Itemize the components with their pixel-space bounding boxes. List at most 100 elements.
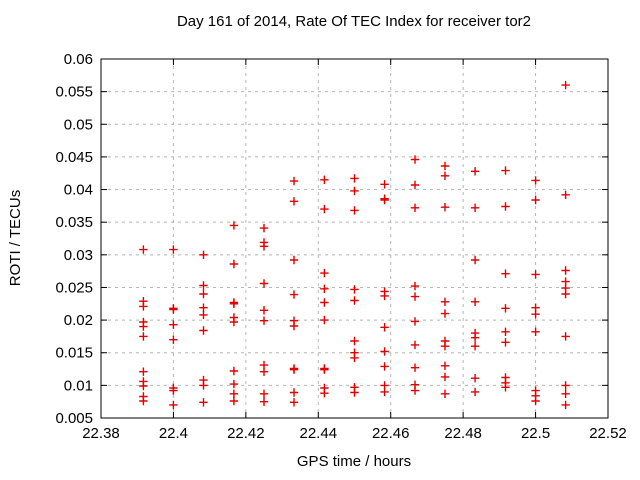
data-point-marker bbox=[531, 327, 540, 336]
data-point-marker bbox=[139, 381, 148, 391]
data-point-marker bbox=[531, 176, 540, 185]
data-point-marker bbox=[169, 320, 178, 329]
data-point-marker bbox=[169, 386, 178, 395]
data-point-marker bbox=[350, 353, 359, 363]
data-point-marker bbox=[139, 302, 148, 311]
y-tick-label: 0.04 bbox=[64, 182, 93, 199]
data-point-marker bbox=[259, 389, 269, 398]
data-point-marker bbox=[440, 361, 450, 370]
data-point-marker bbox=[561, 389, 570, 398]
data-point-marker bbox=[320, 204, 329, 214]
data-point-marker bbox=[320, 298, 329, 307]
data-point-marker bbox=[531, 195, 540, 205]
data-point-marker bbox=[199, 303, 208, 312]
data-point-marker bbox=[320, 268, 329, 278]
y-tick-label: 0.005 bbox=[55, 410, 93, 427]
data-point-marker bbox=[199, 289, 208, 299]
y-tick-label: 0.02 bbox=[64, 312, 93, 329]
data-point-marker bbox=[199, 310, 208, 320]
data-point-marker bbox=[139, 367, 148, 376]
y-tick-label: 0.05 bbox=[64, 116, 93, 133]
label-layer: Day 161 of 2014, Rate Of TEC Index for r… bbox=[7, 13, 627, 470]
data-point-marker bbox=[229, 317, 239, 327]
data-point-marker bbox=[229, 366, 239, 376]
x-tick-label: 22.42 bbox=[227, 425, 265, 442]
data-point-marker bbox=[380, 323, 389, 332]
data-point-marker bbox=[350, 285, 359, 294]
data-point-marker bbox=[531, 396, 540, 406]
data-point-marker bbox=[229, 259, 239, 269]
data-point-marker bbox=[259, 316, 269, 325]
data-point-marker bbox=[380, 387, 389, 397]
data-point-marker bbox=[440, 342, 450, 351]
y-tick-label: 0.045 bbox=[55, 149, 93, 166]
y-tick-label: 0.015 bbox=[55, 345, 93, 362]
data-point-marker bbox=[259, 242, 269, 251]
data-point-marker bbox=[410, 340, 420, 350]
data-point-marker bbox=[410, 281, 420, 291]
data-point-marker bbox=[380, 180, 389, 189]
x-tick-label: 22.44 bbox=[300, 425, 338, 442]
data-point-marker bbox=[470, 374, 480, 383]
data-point-marker bbox=[440, 203, 450, 212]
y-tick-label: 0.06 bbox=[64, 51, 93, 68]
data-point-marker bbox=[410, 180, 420, 190]
data-point-marker bbox=[470, 167, 480, 176]
y-tick-label: 0.025 bbox=[55, 279, 93, 296]
y-tick-label: 0.03 bbox=[64, 247, 93, 264]
y-tick-label: 0.055 bbox=[55, 84, 93, 101]
data-point-marker bbox=[410, 292, 420, 301]
y-axis-label: ROTI / TECUs bbox=[7, 190, 24, 286]
data-point-marker bbox=[440, 309, 450, 318]
data-point-marker bbox=[289, 290, 299, 299]
data-point-marker bbox=[229, 396, 239, 406]
data-point-marker bbox=[470, 387, 480, 397]
x-tick-label: 22.4 bbox=[159, 425, 188, 442]
data-point-marker bbox=[410, 317, 420, 326]
data-point-marker bbox=[561, 289, 570, 299]
data-point-marker bbox=[320, 389, 329, 398]
data-point-marker bbox=[259, 306, 269, 315]
data-point-marker bbox=[470, 333, 480, 342]
grid-layer bbox=[101, 59, 608, 418]
x-tick-label: 22.46 bbox=[372, 425, 410, 442]
data-point-marker bbox=[440, 372, 450, 382]
data-point-marker bbox=[320, 284, 329, 293]
data-point-marker bbox=[410, 363, 420, 372]
data-point-marker bbox=[440, 389, 450, 398]
data-point-marker bbox=[561, 381, 570, 390]
data-point-marker bbox=[169, 245, 178, 254]
data-point-marker bbox=[501, 304, 510, 313]
data-point-marker bbox=[169, 335, 178, 344]
data-point-marker bbox=[320, 175, 329, 184]
data-point-marker bbox=[350, 336, 359, 346]
data-point-marker bbox=[561, 266, 570, 275]
y-tick-label: 0.035 bbox=[55, 214, 93, 231]
data-point-marker bbox=[410, 203, 420, 212]
plot-border bbox=[100, 58, 609, 419]
data-point-marker bbox=[501, 383, 510, 392]
data-point-marker bbox=[320, 365, 329, 374]
tick-layer bbox=[100, 58, 609, 419]
chart-title: Day 161 of 2014, Rate Of TEC Index for r… bbox=[177, 13, 531, 30]
data-point-marker bbox=[259, 367, 269, 376]
data-point-marker bbox=[561, 80, 570, 90]
data-point-marker bbox=[289, 197, 299, 206]
data-point-marker bbox=[501, 202, 510, 211]
data-point-marker bbox=[501, 269, 510, 278]
data-point-marker bbox=[470, 255, 480, 265]
data-point-marker bbox=[289, 321, 299, 331]
x-axis-label: GPS time / hours bbox=[297, 453, 411, 470]
data-point-marker bbox=[199, 326, 208, 335]
data-point-marker bbox=[531, 310, 540, 319]
data-point-marker bbox=[380, 291, 389, 301]
data-point-marker bbox=[561, 400, 570, 410]
data-point-marker bbox=[259, 223, 269, 233]
x-tick-label: 22.38 bbox=[82, 425, 120, 442]
data-point-marker bbox=[440, 161, 450, 171]
data-point-marker bbox=[169, 305, 178, 314]
data-point-marker bbox=[139, 332, 148, 341]
data-point-marker bbox=[561, 190, 570, 199]
data-point-marker bbox=[199, 281, 208, 290]
